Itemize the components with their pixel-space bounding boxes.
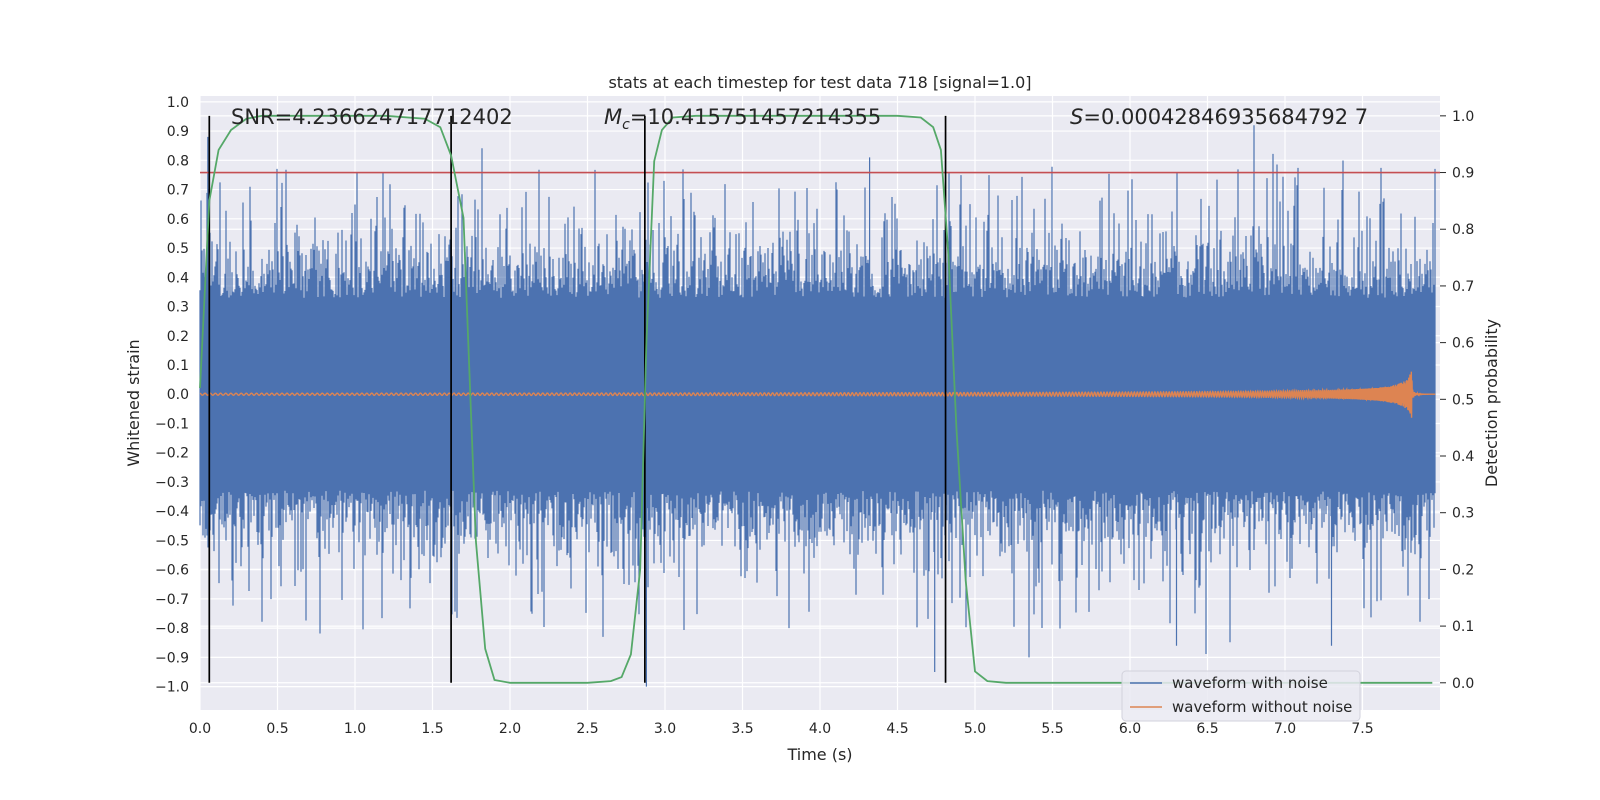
x-tick-labels: 0.0 0.5 1.0 1.5 2.0 2.5 3.0 3.5 4.0 4.5 5.0 5.5 6.0 6… (189, 721, 1374, 737)
x-tick-label: 7.5 (1351, 721, 1373, 737)
x-tick-label: 0.0 (189, 721, 211, 737)
y-right-tick-label: 0.8 (1452, 222, 1474, 238)
x-axis-label: Time (s) (786, 745, 852, 764)
legend-label-clean: waveform without noise (1172, 698, 1352, 716)
y-left-axis-label: Whitened strain (124, 339, 143, 466)
y-left-tick-label: −0.9 (155, 650, 189, 666)
y-left-tick-label: 0.3 (167, 300, 189, 316)
s-annotation: S=0.00042846935684792 7 (1070, 105, 1368, 129)
y-left-tick-label: 0.1 (167, 358, 189, 374)
y-right-tick-label: 1.0 (1452, 109, 1474, 125)
x-tick-label: 1.5 (421, 721, 443, 737)
y-right-tick-label: 0.4 (1452, 449, 1474, 465)
y-right-tick-labels: 1.0 0.9 0.8 0.7 0.6 0.5 0.4 0.3 0.2 0.1 0.0 (1440, 109, 1474, 692)
s-value: =0.00042846935684792 7 (1083, 105, 1368, 129)
x-tick-label: 4.5 (886, 721, 908, 737)
y-left-tick-label: −1.0 (155, 680, 189, 696)
y-right-tick-label: 0.2 (1452, 562, 1474, 578)
chart-title: stats at each timestep for test data 718… (608, 73, 1031, 92)
noisy-waveform-line (199, 125, 1436, 687)
y-left-tick-label: −0.3 (155, 475, 189, 491)
chirp-mass-annotation: Mc=10.415751457214355 (604, 105, 881, 133)
y-right-tick-label: 0.5 (1452, 392, 1474, 408)
x-tick-label: 3.0 (654, 721, 676, 737)
x-tick-label: 5.0 (964, 721, 986, 737)
y-left-tick-label: 1.0 (167, 95, 189, 111)
y-left-tick-label: −0.6 (155, 563, 189, 579)
detection-probability-line (199, 114, 1433, 684)
x-tick-label: 2.5 (576, 721, 598, 737)
y-left-tick-label: 0.8 (167, 153, 189, 169)
noise-waveform-layer (199, 125, 1436, 687)
y-left-tick-label: 0.7 (167, 183, 189, 199)
x-tick-label: 7.0 (1274, 721, 1296, 737)
clean-waveform-layer (199, 371, 1436, 418)
legend-label-noise: waveform with noise (1172, 674, 1328, 692)
y-left-tick-label: 0.9 (167, 124, 189, 140)
y-right-tick-label: 0.9 (1452, 166, 1474, 182)
y-left-tick-label: 0.0 (167, 387, 189, 403)
mc-symbol: M (604, 105, 622, 129)
legend-box (1121, 670, 1361, 722)
y-right-tick-label: 0.7 (1452, 279, 1474, 295)
y-right-tick-label: 0.6 (1452, 336, 1474, 352)
y-left-tick-label: −0.7 (155, 592, 189, 608)
x-tick-label: 2.0 (499, 721, 521, 737)
y-right-tick-label: 0.0 (1452, 676, 1474, 692)
x-tick-label: 6.5 (1196, 721, 1218, 737)
x-tick-label: 5.5 (1041, 721, 1063, 737)
y-left-tick-labels: 1.0 0.9 0.8 0.7 0.6 0.5 0.4 0.3 0.2 0.1 0.0 −0.1 −0.… (155, 95, 189, 696)
x-tick-label: 1.0 (344, 721, 366, 737)
y-left-tick-label: 0.6 (167, 212, 189, 228)
s-symbol: S (1070, 105, 1083, 129)
y-left-tick-label: −0.1 (155, 416, 189, 432)
x-tick-label: 0.5 (266, 721, 288, 737)
x-tick-label: 3.5 (731, 721, 753, 737)
overlay-layer (199, 114, 1440, 684)
y-left-tick-label: −0.2 (155, 446, 189, 462)
y-right-axis-label: Detection probability (1482, 319, 1501, 487)
snr-annotation: SNR=4.236624717712402 (231, 105, 513, 129)
clean-waveform-line (199, 371, 1436, 418)
y-right-tick-label: 0.1 (1452, 619, 1474, 635)
mc-value: =10.415751457214355 (630, 105, 881, 129)
y-right-tick-label: 0.3 (1452, 506, 1474, 522)
y-left-tick-label: 0.4 (167, 270, 189, 286)
legend: waveform with noise waveform without noi… (1121, 670, 1361, 722)
y-left-tick-label: −0.4 (155, 504, 189, 520)
mc-subscript: c (622, 117, 630, 133)
x-tick-label: 6.0 (1119, 721, 1141, 737)
y-left-tick-label: 0.2 (167, 329, 189, 345)
y-left-tick-label: −0.5 (155, 533, 189, 549)
y-left-tick-label: −0.8 (155, 621, 189, 637)
y-left-tick-label: 0.5 (167, 241, 189, 257)
x-tick-label: 4.0 (809, 721, 831, 737)
